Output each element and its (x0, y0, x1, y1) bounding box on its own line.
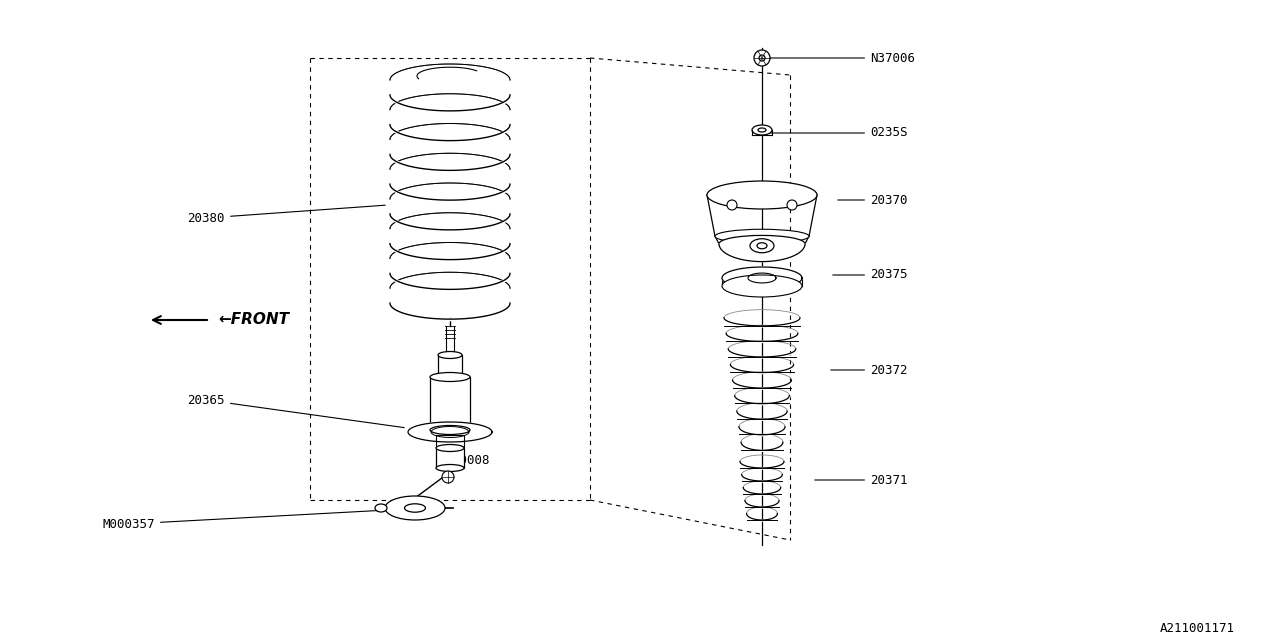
Text: 20375: 20375 (833, 269, 908, 282)
Ellipse shape (707, 181, 817, 209)
Bar (430, 377, 470, 430)
Text: 20370: 20370 (838, 193, 908, 207)
Text: 20371: 20371 (815, 474, 908, 486)
Circle shape (759, 55, 765, 61)
Ellipse shape (756, 243, 767, 249)
Ellipse shape (438, 351, 462, 358)
Ellipse shape (385, 496, 445, 520)
Text: 20365: 20365 (187, 394, 404, 428)
Polygon shape (719, 244, 805, 262)
Text: A211001171: A211001171 (1160, 622, 1235, 635)
Ellipse shape (438, 374, 462, 381)
Ellipse shape (430, 426, 470, 435)
Bar (436, 435, 465, 447)
Ellipse shape (758, 128, 765, 132)
Circle shape (442, 471, 454, 483)
Text: ←FRONT: ←FRONT (218, 312, 289, 328)
Ellipse shape (753, 125, 772, 135)
Circle shape (727, 200, 737, 210)
Ellipse shape (436, 465, 465, 472)
Ellipse shape (375, 504, 387, 512)
Ellipse shape (404, 504, 425, 512)
Text: M000357: M000357 (102, 510, 385, 531)
Ellipse shape (750, 239, 774, 253)
Ellipse shape (716, 229, 809, 243)
Polygon shape (722, 267, 803, 289)
Ellipse shape (430, 372, 470, 381)
Circle shape (754, 50, 771, 66)
Bar (438, 355, 462, 377)
Text: 0235S: 0235S (771, 127, 908, 140)
Ellipse shape (719, 236, 805, 252)
Text: 20380: 20380 (187, 205, 385, 225)
Bar (436, 448, 465, 468)
Text: 20372: 20372 (831, 364, 908, 376)
Ellipse shape (436, 445, 465, 451)
Circle shape (787, 200, 797, 210)
Ellipse shape (722, 275, 803, 297)
Polygon shape (408, 422, 492, 442)
Text: N37006: N37006 (763, 51, 915, 65)
Text: N330008: N330008 (438, 454, 490, 474)
